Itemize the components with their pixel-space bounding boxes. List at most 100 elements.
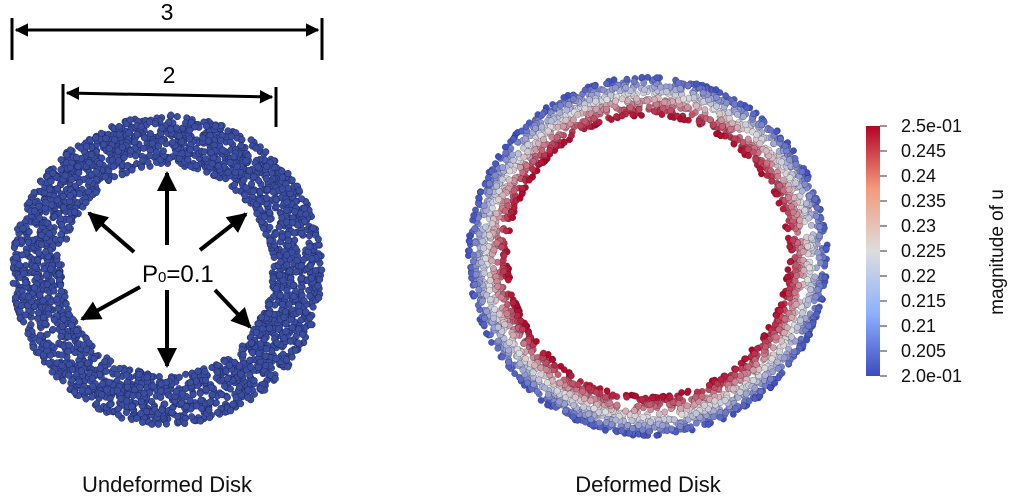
deformed-particle xyxy=(480,202,488,210)
undeformed-particle xyxy=(235,383,244,391)
undeformed-particle xyxy=(276,271,284,279)
undeformed-particle xyxy=(257,313,266,321)
deformed-particle xyxy=(788,313,796,321)
undeformed-particle xyxy=(18,251,26,259)
undeformed-particle xyxy=(284,236,292,244)
undeformed-particle xyxy=(254,163,262,171)
undeformed-particle xyxy=(22,279,30,287)
undeformed-particle xyxy=(12,239,21,247)
undeformed-particle xyxy=(37,231,46,239)
undeformed-particle xyxy=(265,324,274,332)
undeformed-particle xyxy=(120,153,128,161)
undeformed-particle xyxy=(186,126,194,134)
deformed-particle xyxy=(733,110,741,118)
undeformed-particle xyxy=(219,146,227,154)
undeformed-particle xyxy=(270,253,278,261)
deformed-particle xyxy=(592,105,600,113)
deformed-particle xyxy=(805,296,813,304)
undeformed-particle xyxy=(173,412,181,420)
undeformed-particle xyxy=(41,198,49,206)
undeformed-particle xyxy=(202,155,210,163)
undeformed-particle xyxy=(96,160,104,168)
undeformed-particle xyxy=(167,111,175,119)
undeformed-particle xyxy=(39,351,47,359)
undeformed-particle xyxy=(211,170,219,178)
undeformed-particle xyxy=(123,383,131,391)
undeformed-particle xyxy=(227,132,235,140)
undeformed-particle xyxy=(68,175,76,184)
deformed-particle xyxy=(635,105,643,113)
undeformed-particle xyxy=(113,370,121,379)
undeformed-particle xyxy=(30,188,38,196)
undeformed-particle xyxy=(269,188,277,196)
deformed-particle xyxy=(804,276,811,284)
deformed-particle xyxy=(544,401,551,409)
undeformed-particle xyxy=(247,339,256,347)
deformed-particle xyxy=(601,408,609,416)
undeformed-particle xyxy=(115,122,123,131)
undeformed-particle xyxy=(65,341,73,349)
undeformed-particle xyxy=(53,251,61,259)
undeformed-particle xyxy=(293,256,301,264)
deformed-particle xyxy=(570,401,578,409)
undeformed-particle xyxy=(288,324,296,332)
undeformed-particle xyxy=(158,137,166,145)
deformed-particle xyxy=(812,212,820,220)
undeformed-particle xyxy=(208,391,216,399)
deformed-particle xyxy=(760,332,768,340)
undeformed-particle xyxy=(25,293,33,301)
undeformed-particle xyxy=(244,386,252,394)
undeformed-particle xyxy=(226,158,234,166)
deformed-particle xyxy=(553,133,561,141)
deformed-particle xyxy=(732,365,740,373)
deformed-particle xyxy=(488,220,496,228)
undeformed-particle xyxy=(57,215,65,223)
undeformed-particle xyxy=(54,305,62,313)
undeformed-particle xyxy=(199,134,207,142)
undeformed-particle xyxy=(284,184,293,193)
undeformed-particle xyxy=(275,223,283,231)
undeformed-particle xyxy=(82,199,90,207)
undeformed-particle xyxy=(50,316,58,324)
deformed-particle xyxy=(817,259,824,267)
undeformed-particle xyxy=(217,391,225,399)
deformed-particle xyxy=(483,307,491,315)
undeformed-particle xyxy=(19,225,27,233)
undeformed-particle xyxy=(31,263,39,271)
undeformed-particle xyxy=(232,186,240,194)
deformed-particle xyxy=(622,407,630,415)
deformed-particle xyxy=(745,397,753,405)
deformed-particle xyxy=(618,95,626,103)
deformed-particle xyxy=(767,375,775,383)
undeformed-particle xyxy=(249,349,257,357)
deformed-particle xyxy=(502,156,510,164)
deformed-particle xyxy=(762,343,770,351)
undeformed-particle xyxy=(149,382,157,390)
undeformed-particle xyxy=(33,273,41,281)
undeformed-particle xyxy=(287,337,295,345)
undeformed-particle xyxy=(302,308,310,316)
undeformed-particle xyxy=(272,355,280,363)
undeformed-particle xyxy=(214,408,222,417)
undeformed-particle xyxy=(241,191,249,199)
undeformed-particle xyxy=(256,196,264,204)
undeformed-particle xyxy=(40,313,48,322)
undeformed-particle xyxy=(245,167,253,175)
undeformed-particle xyxy=(315,294,323,302)
undeformed-particle xyxy=(55,270,63,278)
deformed-particle xyxy=(712,86,720,94)
undeformed-particle xyxy=(262,362,270,370)
undeformed-particle xyxy=(194,367,202,375)
undeformed-particle xyxy=(181,419,189,428)
deformed-particle xyxy=(739,113,747,121)
undeformed-particle xyxy=(50,287,58,295)
undeformed-particle xyxy=(224,168,232,176)
deformed-particle xyxy=(525,176,533,184)
undeformed-particle xyxy=(286,267,294,275)
undeformed-particle xyxy=(24,330,32,338)
undeformed-particle xyxy=(240,176,248,184)
undeformed-particle xyxy=(65,371,73,379)
deformed-particle xyxy=(801,206,809,214)
undeformed-particle xyxy=(9,279,17,287)
